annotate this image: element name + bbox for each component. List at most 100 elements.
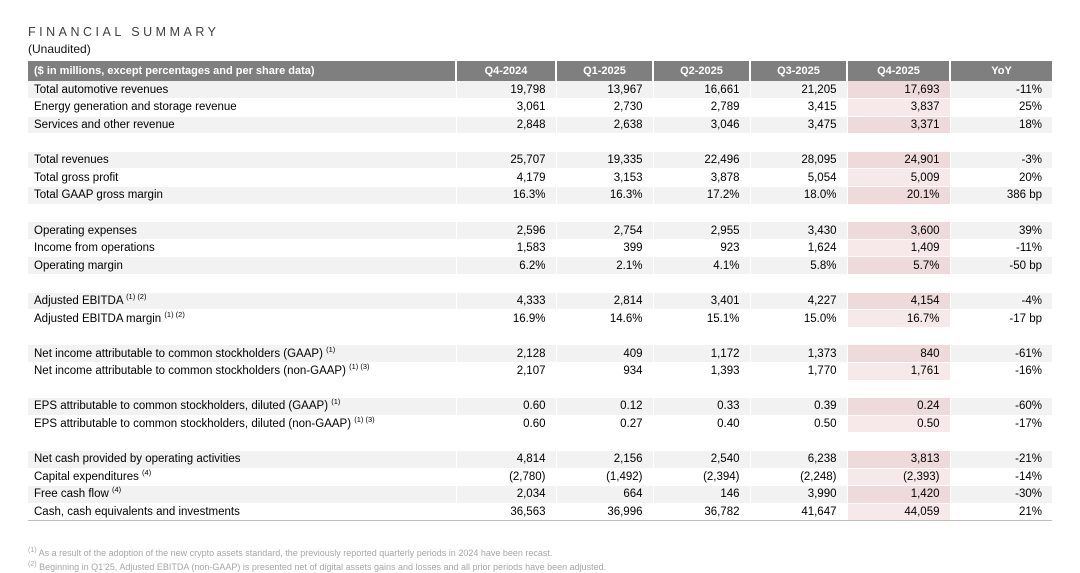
value-cell: (2,393)	[846, 468, 950, 487]
value-cell: 0.39	[749, 397, 847, 416]
table-row: Net income attributable to common stockh…	[28, 344, 1052, 363]
footnote-marker: (4)	[111, 485, 122, 495]
yoy-cell: -16%	[949, 362, 1052, 381]
value-cell: 3,990	[749, 485, 847, 504]
value-cell: 15.1%	[652, 309, 750, 328]
row-label: Adjusted EBITDA margin (1) (2)	[28, 309, 456, 328]
value-cell: 4,227	[749, 292, 847, 311]
spacer-row	[28, 274, 1052, 293]
footnote-marker: (1) (3)	[354, 415, 375, 425]
row-label-text: Total GAAP gross margin	[34, 189, 163, 202]
row-label-text: Total gross profit	[34, 171, 119, 184]
value-cell: 6,238	[749, 450, 847, 469]
row-label: Total gross profit	[28, 168, 456, 188]
footnote-1-marker: (1)	[28, 547, 37, 554]
yoy-cell: 18%	[949, 116, 1052, 135]
row-label-text: Net cash provided by operating activitie…	[34, 453, 241, 466]
row-label: EPS attributable to common stockholders,…	[28, 397, 456, 416]
value-cell: 934	[555, 362, 653, 381]
value-cell: 3,371	[846, 116, 950, 135]
row-label-text: Cash, cash equivalents and investments	[34, 506, 240, 519]
row-label: Net income attributable to common stockh…	[28, 344, 456, 363]
yoy-cell: 39%	[949, 221, 1052, 240]
value-cell: 5,054	[749, 168, 847, 188]
value-cell: 3,401	[652, 292, 750, 311]
yoy-cell: -17%	[949, 415, 1052, 434]
value-cell: 3,153	[555, 168, 653, 188]
row-label: Capital expenditures (4)	[28, 468, 456, 487]
value-cell: 2,156	[555, 450, 653, 469]
row-label: Cash, cash equivalents and investments	[28, 503, 456, 522]
table-header-row: ($ in millions, except percentages and p…	[28, 61, 1052, 81]
value-cell: 2,540	[652, 450, 750, 469]
row-label-text: Adjusted EBITDA	[34, 294, 123, 307]
table-row: Operating expenses 2,596 2,754 2,955 3,430 3,…	[28, 221, 1052, 240]
value-cell: 3,061	[455, 98, 556, 117]
value-cell: 17,693	[846, 81, 950, 100]
footnote-2-marker: (2)	[28, 561, 37, 568]
value-cell: 25,707	[455, 151, 556, 170]
value-cell: 36,782	[652, 503, 750, 522]
financial-summary-table: ($ in millions, except percentages and p…	[28, 61, 1052, 522]
value-cell: 2,754	[555, 221, 653, 240]
header-q3-2025: Q3-2025	[749, 61, 847, 81]
value-cell: 5.8%	[749, 256, 847, 276]
footnote-1-text: As a result of the adoption of the new c…	[38, 548, 553, 558]
value-cell: 16,661	[652, 81, 750, 100]
value-cell: 3,430	[749, 221, 847, 240]
footnote-marker: (1) (2)	[164, 309, 185, 319]
yoy-cell: -30%	[949, 485, 1052, 504]
footnote-marker: (1)	[331, 397, 341, 407]
table-row: EPS attributable to common stockholders,…	[28, 397, 1052, 416]
table-row: Total gross profit 4,179 3,153 3,878 5,054 5,…	[28, 168, 1052, 188]
value-cell: 0.60	[455, 415, 556, 434]
value-cell: 2,128	[455, 344, 556, 363]
row-label: Operating expenses	[28, 221, 456, 240]
yoy-cell: 25%	[949, 98, 1052, 117]
value-cell: (1,492)	[555, 468, 653, 487]
value-cell: 28,095	[749, 151, 847, 170]
value-cell: 1,420	[846, 485, 950, 504]
table-row: Operating margin 6.2% 2.1% 4.1% 5.8% 5.7% -50 …	[28, 256, 1052, 276]
spacer-row	[28, 327, 1052, 346]
value-cell: 5,009	[846, 168, 950, 188]
value-cell: 923	[652, 239, 750, 258]
value-cell: 16.3%	[555, 186, 653, 205]
footnote-marker: (1) (2)	[126, 292, 147, 302]
value-cell: 1,624	[749, 239, 847, 258]
row-label: EPS attributable to common stockholders,…	[28, 415, 456, 434]
spacer-row	[28, 432, 1052, 451]
value-cell: 15.0%	[749, 309, 847, 328]
value-cell: 16.9%	[455, 309, 556, 328]
header-q4-2025: Q4-2025	[846, 61, 950, 81]
table-row: Net income attributable to common stockh…	[28, 362, 1052, 381]
table-row: Total GAAP gross margin 16.3% 16.3% 17.2% 18…	[28, 186, 1052, 205]
value-cell: 1,761	[846, 362, 950, 381]
value-cell: 4,333	[455, 292, 556, 311]
value-cell: 0.40	[652, 415, 750, 434]
yoy-cell: -17 bp	[949, 309, 1052, 328]
value-cell: 2,596	[455, 221, 556, 240]
spacer-row	[28, 133, 1052, 152]
yoy-cell: -4%	[949, 292, 1052, 311]
table-row: Net cash provided by operating activitie…	[28, 450, 1052, 469]
value-cell: 0.33	[652, 397, 750, 416]
row-label: Total automotive revenues	[28, 81, 456, 100]
value-cell: 2,034	[455, 485, 556, 504]
table-row: Energy generation and storage revenue 3,0…	[28, 98, 1052, 117]
table-row: Free cash flow (4) 2,034 664 146 3,990 1,420-…	[28, 485, 1052, 504]
value-cell: 3,046	[652, 116, 750, 135]
header-q4-2024: Q4-2024	[455, 61, 556, 81]
value-cell: 2,814	[555, 292, 653, 311]
value-cell: 1,770	[749, 362, 847, 381]
header-units-label: ($ in millions, except percentages and p…	[28, 61, 456, 81]
row-label: Operating margin	[28, 256, 456, 276]
row-label-text: Operating expenses	[34, 224, 137, 237]
row-label-text: Total automotive revenues	[34, 83, 169, 96]
row-label: Total revenues	[28, 151, 456, 170]
table-row: EPS attributable to common stockholders,…	[28, 415, 1052, 434]
value-cell: 664	[555, 485, 653, 504]
value-cell: 0.27	[555, 415, 653, 434]
footnote-marker: (1)	[326, 344, 336, 354]
yoy-cell: -60%	[949, 397, 1052, 416]
